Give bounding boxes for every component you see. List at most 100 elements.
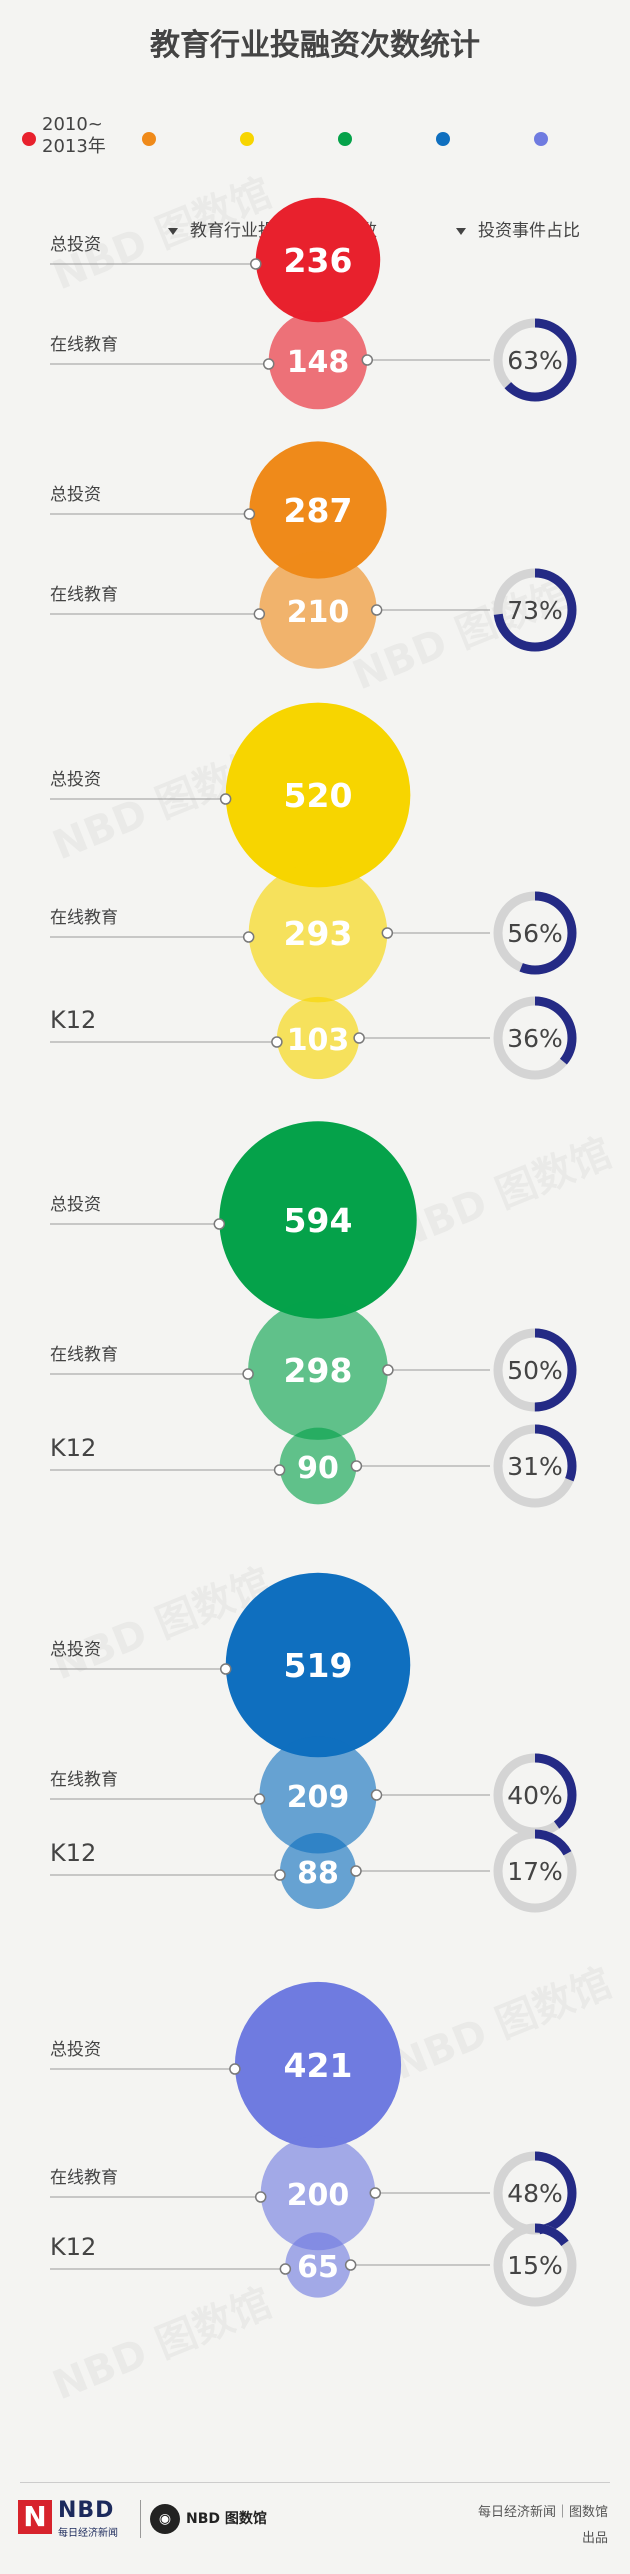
leader-dot-left <box>254 2191 267 2203</box>
leader-dot-right <box>344 2259 357 2271</box>
donut-arc <box>493 996 577 1080</box>
leader-dot-right <box>382 1364 394 1376</box>
category-label: K12 <box>50 1434 96 1462</box>
bubble <box>248 863 388 1003</box>
bubble <box>219 1121 417 1319</box>
share-label: 73% <box>507 596 563 625</box>
bubble <box>259 1736 377 1854</box>
value-label: 200 <box>287 2178 350 2213</box>
credit-line-1: 每日经济新闻｜图数馆 <box>477 2505 608 2520</box>
donut-arc <box>493 891 577 975</box>
value-label: 148 <box>287 345 350 380</box>
bubble <box>225 702 411 888</box>
category-label: 总投资 <box>50 1195 101 1215</box>
tushuguan-logo-icon: ◉ <box>150 2504 180 2534</box>
triangle-down-icon <box>456 227 466 235</box>
leader-dot-left <box>262 358 275 370</box>
bubble <box>234 1981 402 2149</box>
logo-divider <box>140 2500 141 2538</box>
donut-arc <box>493 2223 577 2307</box>
share-label: 50% <box>507 1356 563 1385</box>
donut-arc <box>493 1829 577 1913</box>
share-label: 48% <box>507 2179 563 2208</box>
share-label: 17% <box>507 1857 563 1886</box>
leader-dot-right <box>350 1865 362 1877</box>
leader-dot-left <box>253 608 266 620</box>
donut-arc <box>493 568 577 652</box>
value-label: 88 <box>297 1856 339 1891</box>
credit: 每日经济新闻｜图数馆 出品 <box>478 2500 608 2552</box>
value-label: 421 <box>284 2046 353 2085</box>
bubble <box>249 441 387 579</box>
footer-divider <box>20 2482 610 2483</box>
category-label: K12 <box>50 1006 96 1034</box>
donut-arc <box>493 1424 577 1508</box>
bubble <box>255 197 381 323</box>
subhead-share-label: 投资事件占比 <box>478 221 580 241</box>
leader-dot-left <box>250 258 262 270</box>
category-label: 总投资 <box>50 2040 101 2060</box>
nbd-logo-text: NBD <box>58 2498 115 2523</box>
bubble <box>259 551 377 669</box>
category-label: 在线教育 <box>50 908 118 928</box>
share-label: 31% <box>507 1452 563 1481</box>
share-label: 36% <box>507 1024 563 1053</box>
category-label: 总投资 <box>50 770 101 790</box>
category-label: 在线教育 <box>50 2168 118 2188</box>
legend: 2010~ 2013年 <box>22 114 622 166</box>
leader-dot-left <box>279 2263 292 2275</box>
category-label: K12 <box>50 1839 96 1867</box>
watermark: NBD 图数馆 <box>387 1130 618 1259</box>
leader-dot-left <box>243 508 256 520</box>
value-label: 520 <box>284 776 353 815</box>
donut-arc <box>493 2151 577 2235</box>
subhead-share: 投资事件占比 <box>456 216 580 241</box>
page-title: 教育行业投融资次数统计 <box>150 28 480 63</box>
legend-dot-icon <box>22 132 36 146</box>
bubble <box>260 2135 376 2251</box>
leader-dot-right <box>361 354 374 366</box>
category-label: K12 <box>50 2233 96 2261</box>
donut-arc <box>493 1328 577 1412</box>
leader-dot-right <box>369 2187 382 2199</box>
triangle-down-icon <box>168 227 178 235</box>
donut-arc <box>493 318 577 402</box>
leader-dot-right <box>353 1032 365 1044</box>
share-label: 56% <box>507 919 563 948</box>
category-label: 总投资 <box>50 235 101 255</box>
watermark: NBD 图数馆 <box>347 570 578 699</box>
nbd-logo-subtitle: 每日经济新闻 <box>58 2528 118 2539</box>
share-label: 63% <box>507 346 563 375</box>
donut-arc <box>493 1753 577 1837</box>
value-label: 594 <box>284 1201 353 1240</box>
credit-line-2: 出品 <box>581 2531 608 2546</box>
value-label: 209 <box>287 1780 350 1815</box>
value-label: 519 <box>284 1646 353 1685</box>
category-label: 总投资 <box>50 485 101 505</box>
legend-dot-icon <box>142 132 156 146</box>
watermark: NBD 图数馆 <box>47 2280 278 2409</box>
value-label: 65 <box>297 2250 339 2285</box>
bubble <box>225 1572 411 1758</box>
legend-dot-icon <box>240 132 254 146</box>
bubble <box>268 310 368 410</box>
bubble <box>280 1833 356 1909</box>
bubble <box>285 2232 351 2298</box>
category-label: 在线教育 <box>50 1770 118 1790</box>
leader-dot-left <box>242 931 255 943</box>
value-label: 103 <box>287 1023 350 1058</box>
leader-dot-left <box>253 1793 266 1805</box>
value-label: 236 <box>284 241 353 280</box>
tushuguan-logo-text: NBD 图数馆 <box>186 2511 267 2527</box>
leader-dot-right <box>370 604 383 616</box>
category-label: 总投资 <box>50 1640 101 1660</box>
leader-dot-left <box>213 1218 226 1230</box>
leader-dot-right <box>381 927 394 939</box>
bubble <box>248 1300 388 1440</box>
value-label: 90 <box>297 1451 339 1486</box>
value-label: 287 <box>284 491 353 530</box>
value-label: 293 <box>284 914 353 953</box>
leader-dot-left <box>229 2063 241 2075</box>
legend-dot-icon <box>534 132 548 146</box>
category-label: 在线教育 <box>50 585 118 605</box>
